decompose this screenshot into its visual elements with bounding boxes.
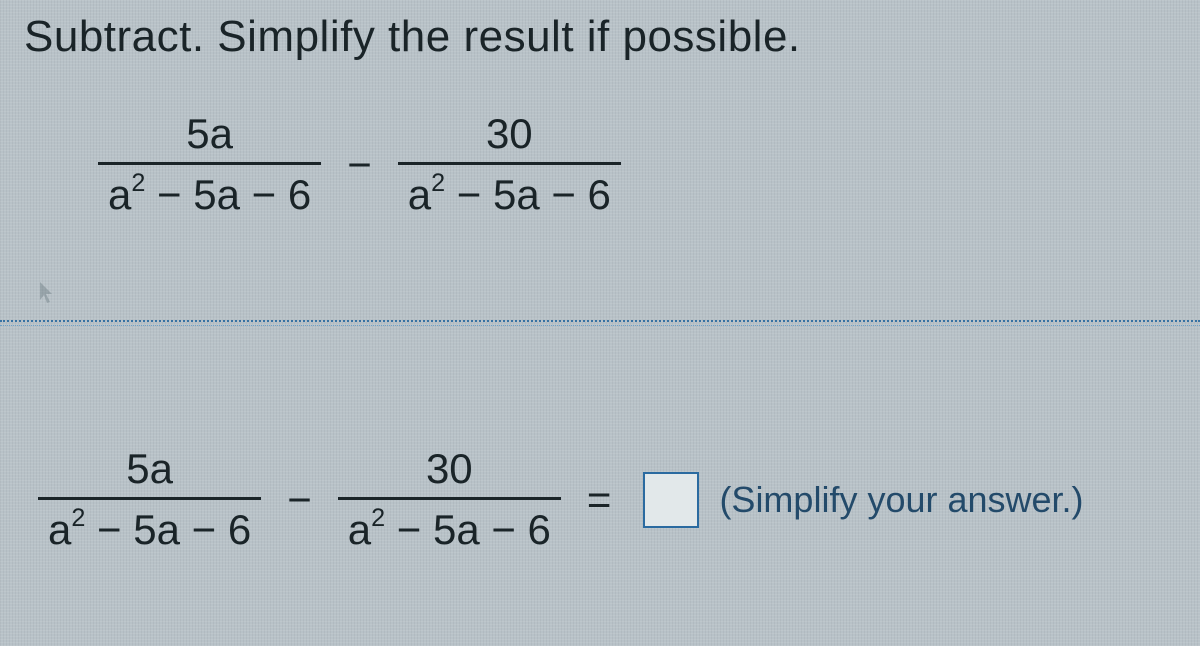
answer-row: 5a a2 − 5a − 6 − 30 a2 − 5a − 6 = (Simpl… (30, 445, 1084, 554)
fraction-1-denominator: a2 − 5a − 6 (98, 162, 321, 219)
denominator-exponent: 2 (431, 169, 445, 197)
denominator-base: a (108, 171, 131, 218)
denominator-base: a (408, 171, 431, 218)
problem-expression: 5a a2 − 5a − 6 − 30 a2 − 5a − 6 (90, 110, 629, 219)
denominator-exponent: 2 (71, 504, 85, 532)
answer-minus-operator: − (287, 476, 312, 524)
denominator-rest: − 5a − 6 (85, 506, 251, 553)
answer-fraction-1-denominator: a2 − 5a − 6 (38, 497, 261, 554)
denominator-base: a (48, 506, 71, 553)
instruction-text: Subtract. Simplify the result if possibl… (24, 12, 801, 62)
fraction-2-denominator: a2 − 5a − 6 (398, 162, 621, 219)
answer-fraction-2: 30 a2 − 5a − 6 (338, 445, 561, 554)
cursor-artifact-icon (38, 280, 68, 304)
denominator-base: a (348, 506, 371, 553)
equals-sign: = (587, 476, 612, 524)
answer-fraction-1-numerator: 5a (116, 445, 183, 497)
fraction-1-numerator: 5a (176, 110, 243, 162)
denominator-exponent: 2 (131, 169, 145, 197)
denominator-exponent: 2 (371, 504, 385, 532)
denominator-rest: − 5a − 6 (385, 506, 551, 553)
denominator-rest: − 5a − 6 (445, 171, 611, 218)
section-divider (0, 320, 1200, 322)
answer-fraction-2-numerator: 30 (416, 445, 483, 497)
answer-fraction-1: 5a a2 − 5a − 6 (38, 445, 261, 554)
simplify-hint: (Simplify your answer.) (719, 479, 1083, 521)
fraction-2-numerator: 30 (476, 110, 543, 162)
minus-operator: − (347, 141, 372, 189)
fraction-2: 30 a2 − 5a − 6 (398, 110, 621, 219)
fraction-1: 5a a2 − 5a − 6 (98, 110, 321, 219)
answer-fraction-2-denominator: a2 − 5a − 6 (338, 497, 561, 554)
answer-input[interactable] (643, 472, 699, 528)
denominator-rest: − 5a − 6 (145, 171, 311, 218)
